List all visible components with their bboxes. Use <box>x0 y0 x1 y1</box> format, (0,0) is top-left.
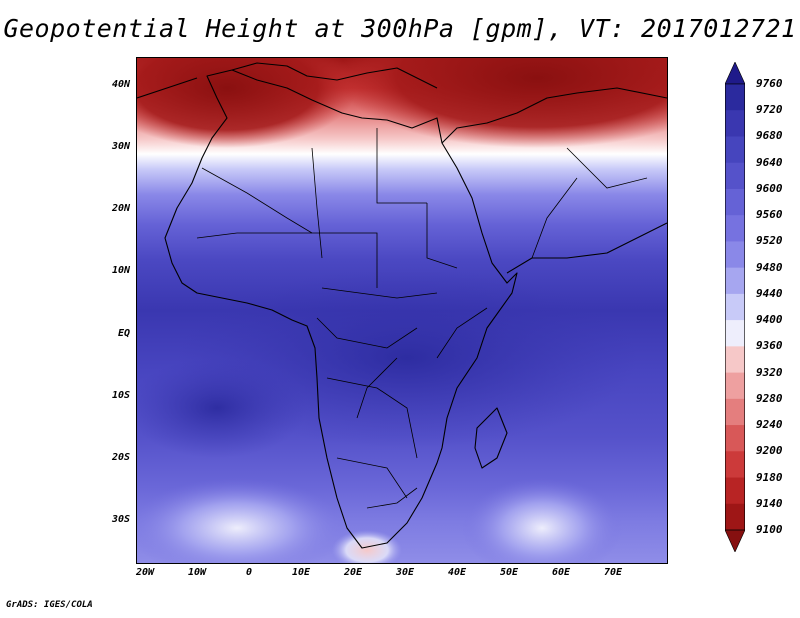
colorbar-label: 9400 <box>756 313 783 327</box>
lat-label-40n: 40N <box>111 79 130 90</box>
lat-label-20s: 20S <box>111 452 130 463</box>
colorbar-top-triangle <box>725 62 745 85</box>
credit-text: GrADS: IGES/COLA <box>6 600 93 610</box>
map-canvas <box>137 58 667 563</box>
colorbar-segment <box>725 84 745 111</box>
chart-title: Geopotential Height at 300hPa [gpm], VT:… <box>3 14 797 43</box>
colorbar-label: 9140 <box>756 496 783 510</box>
low-height-south-atlantic <box>137 478 347 563</box>
colorbar-label: 9720 <box>756 103 783 117</box>
lon-label-20e: 20E <box>343 567 363 578</box>
colorbar-segment <box>725 267 745 295</box>
colorbar-label: 9760 <box>756 77 783 90</box>
colorbar-segment <box>725 372 745 400</box>
lat-label-20n: 20N <box>111 203 130 214</box>
high-height-core-atlantic <box>137 358 307 458</box>
colorbar-label: 9560 <box>756 208 783 222</box>
colorbar-segment <box>725 451 745 479</box>
lon-label-20w: 20W <box>135 567 155 578</box>
colorbar-outline <box>725 83 745 531</box>
colorbar-segment <box>725 320 745 347</box>
lat-label-10s: 10S <box>111 390 130 401</box>
coastlines <box>137 62 667 549</box>
borders <box>196 128 648 509</box>
lon-label-10w: 10W <box>187 567 207 578</box>
colorbar-label: 9600 <box>756 181 783 195</box>
colorbar-label: 9200 <box>756 444 783 458</box>
colorbar-segment <box>725 398 745 426</box>
colorbar-segment <box>725 215 745 242</box>
low-height-south-indian <box>462 478 622 563</box>
colorbar-label: 9320 <box>756 365 783 379</box>
lat-label-30n: 30N <box>111 141 130 152</box>
colorbar-bottom-triangle <box>725 529 745 552</box>
colorbar-segment <box>725 241 745 269</box>
colorbar-label: 9280 <box>756 391 783 405</box>
colorbar-segment <box>725 136 745 164</box>
colorbar-label: 9180 <box>756 470 783 484</box>
colorbar-segment <box>725 477 745 505</box>
lon-label-40e: 40E <box>447 567 467 578</box>
lon-label-10e: 10E <box>291 567 311 578</box>
colorbar-label: 9520 <box>756 234 783 248</box>
colorbar-segment <box>725 425 745 452</box>
colorbar-label: 9100 <box>756 523 783 536</box>
lon-label-50e: 50E <box>499 567 519 578</box>
map-panel <box>136 57 668 564</box>
colorbar-label: 9480 <box>756 260 783 274</box>
colorbar-segment <box>725 503 745 531</box>
colorbar-segment <box>725 162 745 190</box>
lat-label-10n: 10N <box>111 265 130 276</box>
lon-label-30e: 30E <box>395 567 415 578</box>
colorbar-label: 9640 <box>756 155 783 169</box>
colorbar-segment <box>725 293 745 321</box>
colorbar-segment <box>725 346 745 374</box>
lat-label-30s: 30S <box>111 514 130 525</box>
lon-label-70e: 70E <box>603 567 623 578</box>
colorbar-segment <box>725 110 745 137</box>
colorbar-label: 9240 <box>756 418 783 432</box>
colorbar <box>725 62 745 552</box>
colorbar-label: 9440 <box>756 286 783 300</box>
colorbar-segment <box>725 188 745 216</box>
lon-label-60e: 60E <box>551 567 571 578</box>
colorbar-label: 9360 <box>756 339 783 353</box>
lon-label-0: 0 <box>245 567 253 578</box>
lat-label-eq: EQ <box>117 328 130 339</box>
low-height-core-west <box>137 58 357 148</box>
colorbar-label: 9680 <box>756 129 783 143</box>
